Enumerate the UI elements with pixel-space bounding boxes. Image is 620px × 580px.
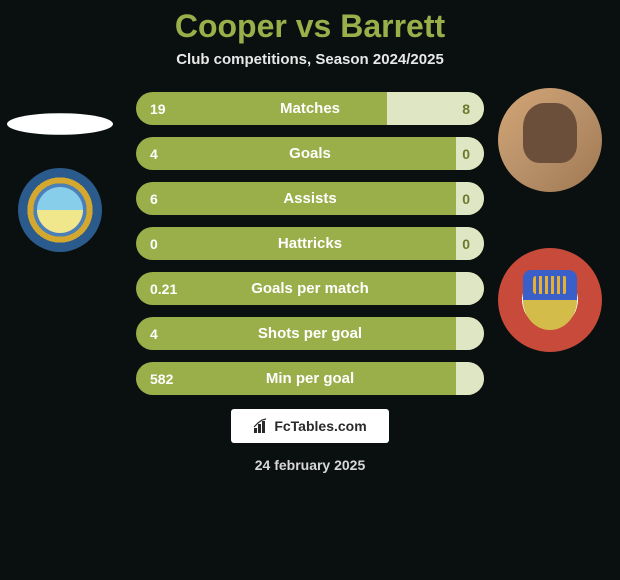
page-title: Cooper vs Barrett [0, 0, 620, 51]
stat-row-matches: 19 Matches 8 [136, 92, 484, 125]
player-right-avatar [498, 88, 602, 192]
brand-text: FcTables.com [274, 418, 366, 434]
stat-label: Goals [136, 145, 484, 162]
stat-label: Min per goal [136, 370, 484, 387]
club-right-crest-icon [498, 248, 602, 352]
stat-right-value: 0 [462, 146, 470, 162]
stat-row-assists: 6 Assists 0 [136, 182, 484, 215]
stat-row-min-per-goal: 582 Min per goal [136, 362, 484, 395]
club-left-crest-icon [18, 168, 102, 252]
page-subtitle: Club competitions, Season 2024/2025 [0, 51, 620, 88]
stat-label: Hattricks [136, 235, 484, 252]
stats-rows: 19 Matches 8 4 Goals 0 6 Assists 0 0 Hat… [136, 88, 484, 395]
stats-area: 19 Matches 8 4 Goals 0 6 Assists 0 0 Hat… [0, 88, 620, 473]
bars-icon [253, 418, 269, 434]
stat-label: Assists [136, 190, 484, 207]
stat-row-hattricks: 0 Hattricks 0 [136, 227, 484, 260]
stat-right-value: 0 [462, 236, 470, 252]
stat-label: Goals per match [136, 280, 484, 297]
stat-label: Shots per goal [136, 325, 484, 342]
stat-right-value: 0 [462, 191, 470, 207]
stat-row-shots-per-goal: 4 Shots per goal [136, 317, 484, 350]
stat-row-goals-per-match: 0.21 Goals per match [136, 272, 484, 305]
stat-right-value: 8 [462, 101, 470, 117]
fctables-logo: FcTables.com [231, 409, 389, 443]
date-text: 24 february 2025 [0, 457, 620, 473]
stat-label: Matches [136, 100, 484, 117]
comparison-infographic: Cooper vs Barrett Club competitions, Sea… [0, 0, 620, 580]
player-left-avatar [7, 113, 113, 135]
stat-row-goals: 4 Goals 0 [136, 137, 484, 170]
